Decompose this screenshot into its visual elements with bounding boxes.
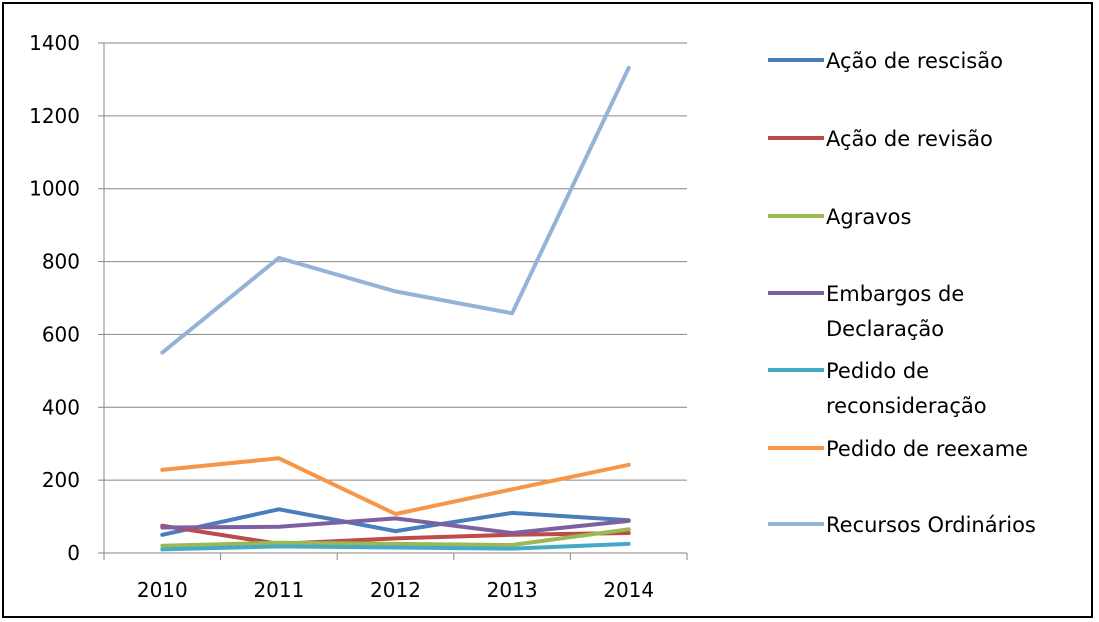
- y-tick-label-0: 0: [67, 541, 80, 565]
- series-line-4: [160, 541, 631, 552]
- x-tick-label-2011: 2011: [253, 578, 304, 602]
- series-line-0: [160, 507, 631, 537]
- legend-label-1: Ação de revisão: [826, 127, 993, 151]
- legend-label-4: Pedido de: [826, 359, 929, 383]
- y-tick-label-1200: 1200: [29, 104, 80, 128]
- series-line-1: [160, 523, 631, 546]
- series-line-2: [160, 527, 631, 548]
- x-tick-label-2013: 2013: [487, 578, 538, 602]
- y-tick-label-200: 200: [42, 468, 80, 492]
- legend-label-4-line2: reconsideração: [826, 394, 987, 418]
- x-tick-label-2012: 2012: [370, 578, 421, 602]
- series-line-6: [160, 65, 631, 355]
- legend-label-3-line2: Declaração: [826, 317, 944, 341]
- legend-label-5: Pedido de reexame: [826, 437, 1028, 461]
- y-tick-label-800: 800: [42, 250, 80, 274]
- legend-label-6: Recursos Ordinários: [826, 513, 1036, 537]
- legend-label-2: Agravos: [826, 205, 911, 229]
- series-line-3: [160, 516, 631, 535]
- legend-label-3: Embargos de: [826, 282, 964, 306]
- series-line-5: [160, 456, 631, 516]
- x-tick-label-2010: 2010: [137, 578, 188, 602]
- x-tick-label-2014: 2014: [603, 578, 654, 602]
- legend-label-0: Ação de rescisão: [826, 49, 1003, 73]
- y-tick-label-1000: 1000: [29, 177, 80, 201]
- y-tick-label-600: 600: [42, 322, 80, 346]
- y-tick-label-1400: 1400: [29, 31, 80, 55]
- y-tick-label-400: 400: [42, 395, 80, 419]
